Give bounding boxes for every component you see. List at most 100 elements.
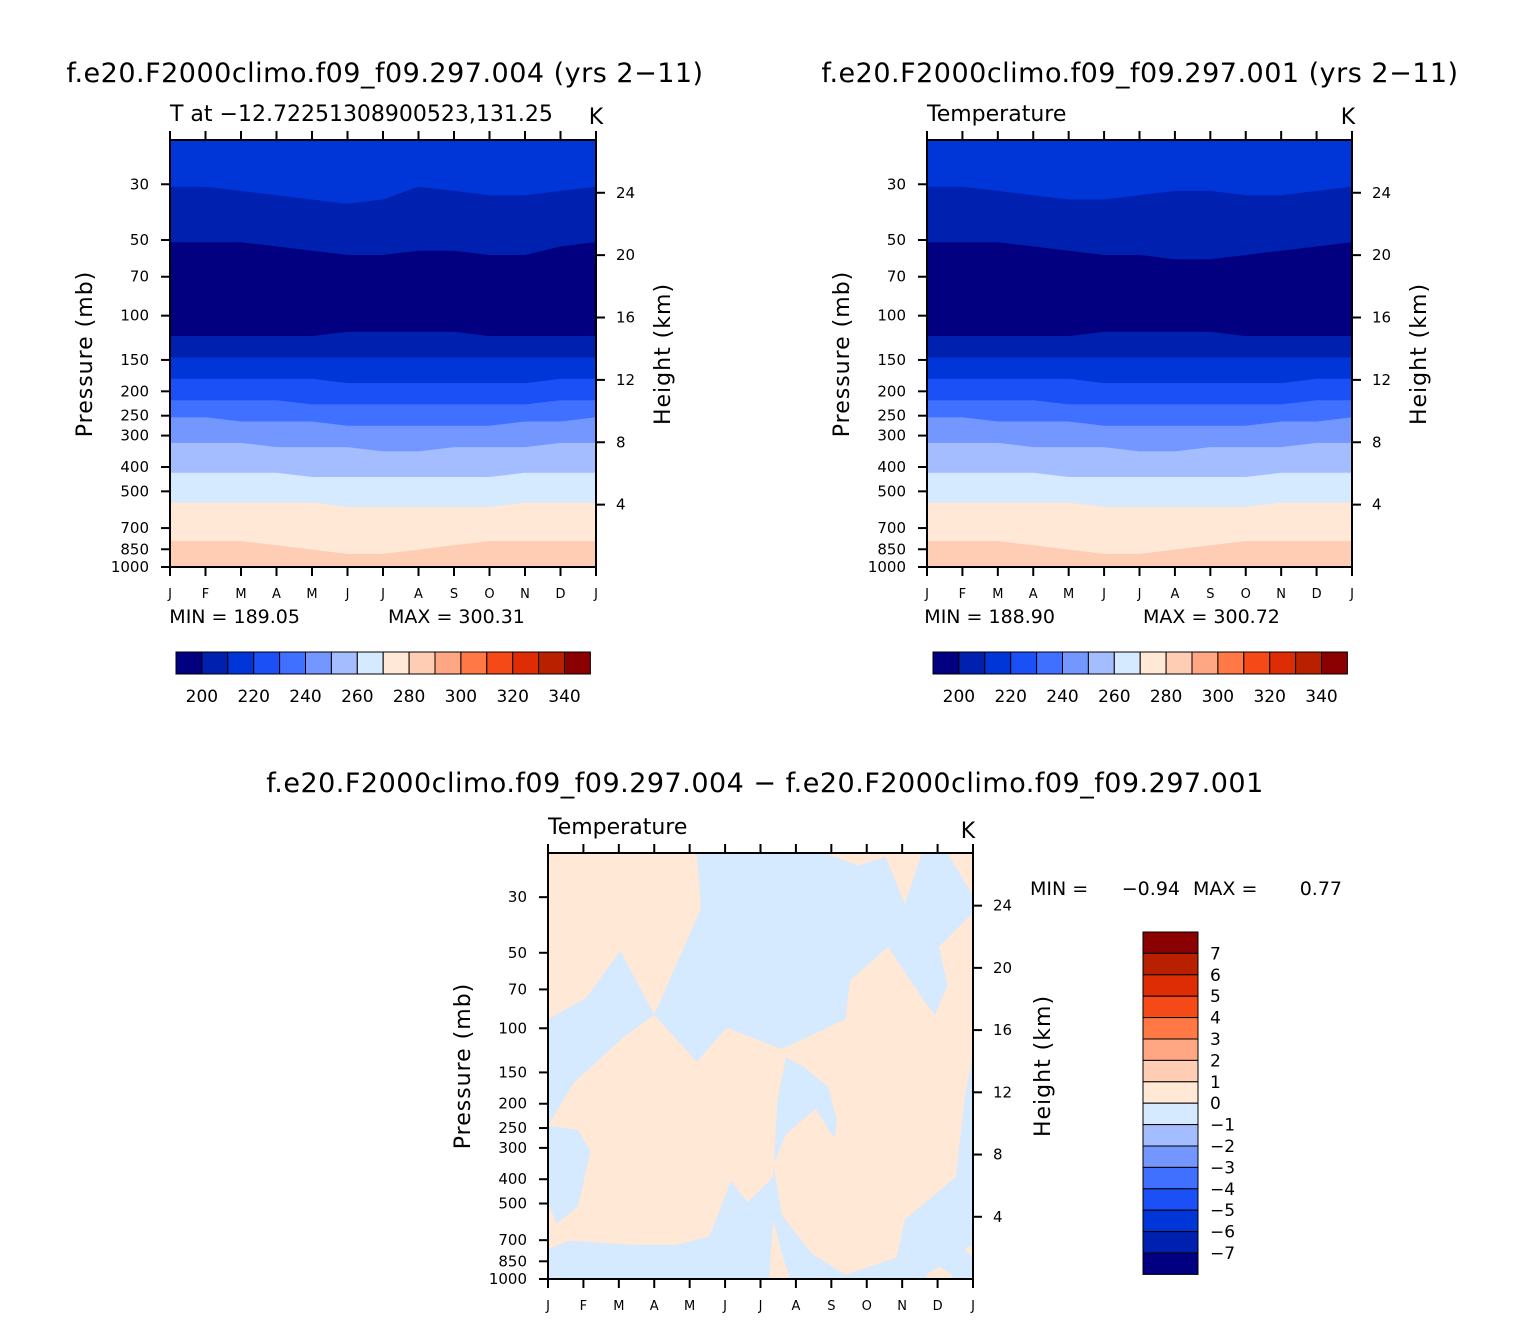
panel-diff-title: f.e20.F2000climo.f09_f09.297.004 − f.e20…: [266, 768, 1264, 799]
panel-diff-ytick-label: 50: [508, 944, 527, 962]
panel-a-ytick-label: 100: [120, 307, 149, 325]
panel-b-ytick-label: 500: [877, 482, 906, 500]
panel-b-colorbar-label: 280: [1150, 687, 1182, 707]
panel-b-colorbar-swatch: [1139, 651, 1167, 675]
panel-a-colorbar-swatch: [279, 651, 307, 675]
panel-a-colorbar-swatch: [382, 651, 410, 675]
panel-b-ytick-label: 50: [887, 231, 906, 249]
panel-a-ytick-label: 30: [130, 175, 149, 193]
panel-b-band: [926, 472, 1353, 508]
panel-diff-max-text: MAX =: [1193, 878, 1257, 900]
panel-a-xtick-label: J: [380, 587, 385, 602]
panel-diff-colorbar-swatch: [1142, 931, 1199, 954]
panel-a-xtick-label: M: [235, 587, 246, 602]
panel-a-xtick-label: J: [593, 587, 598, 602]
panel-a-colorbar-label: 220: [237, 687, 269, 707]
panel-a-ytick-label: 150: [120, 351, 149, 369]
panel-a-units: K: [589, 105, 604, 130]
panel-b-xtick-label: M: [1063, 587, 1074, 602]
panel-b-colorbar-swatch: [1217, 651, 1245, 675]
panel-a-plot-area: J F M A M J J A S O N D J 30 50 70 100 150 200 250 300 400 500…: [111, 131, 635, 602]
panel-b-units: K: [1341, 105, 1356, 130]
panel-diff-colorbar-swatch: [1142, 1231, 1199, 1254]
panel-b-colorbar-label: 260: [1098, 687, 1130, 707]
panel-diff-colorbar-label: 1: [1210, 1073, 1221, 1093]
panel-a-colorbar-label: 200: [186, 687, 218, 707]
panel-diff-ytick-right-label: 24: [993, 897, 1012, 915]
panel-a-xtick-label: J: [345, 587, 350, 602]
panel-diff-ytick-right-label: 20: [993, 959, 1012, 977]
panel-b-colorbar-swatch: [1113, 651, 1141, 675]
panel-diff-ytick-label: 70: [508, 980, 527, 998]
panel-a-colorbar-swatch: [356, 651, 384, 675]
panel-diff-min-value: −0.94: [1122, 878, 1180, 900]
panel-b-ytick-right-label: 16: [1372, 309, 1391, 327]
panel-a-colorbar-swatch: [201, 651, 229, 675]
panel-b-ylabel-right: Height (km): [1407, 283, 1432, 425]
panel-a-ytick-label: 1000: [111, 558, 149, 576]
panel-b-xtick-label: J: [924, 587, 929, 602]
panel-diff-xtick-label: M: [684, 1299, 695, 1314]
panel-b-xtick-label: J: [1349, 587, 1354, 602]
panel-diff-xtick-label: O: [862, 1299, 872, 1314]
panel-diff-colorbar-swatch: [1142, 1017, 1199, 1040]
panel-a-ytick-right-label: 20: [616, 246, 635, 264]
panel-diff-colorbar-label: 2: [1210, 1051, 1221, 1071]
panel-b-colorbar-label: 220: [994, 687, 1026, 707]
panel-diff-xtick-label: J: [722, 1299, 727, 1314]
panel-b-colorbar-swatch: [1295, 651, 1322, 675]
panel-diff-colorbar-swatch: [1142, 1188, 1199, 1211]
panel-a-colorbar-swatch: [305, 651, 332, 675]
panel-a-xtick-label: O: [484, 587, 494, 602]
panel-diff-colorbar-label: −6: [1210, 1223, 1235, 1243]
panel-diff-ytick-label: 500: [498, 1195, 527, 1213]
panel-b-max: MAX = 300.72: [1143, 606, 1280, 628]
panel-b-ytick-label: 300: [877, 427, 906, 445]
panel-b-colorbar-swatch: [1010, 651, 1038, 675]
panel-b-xtick-label: F: [959, 587, 966, 602]
panel-diff-colorbar-label: 6: [1210, 966, 1221, 986]
panel-a-xtick-label: A: [414, 587, 423, 602]
panel-diff-colorbar-swatch: [1142, 995, 1199, 1019]
panel-b-colorbar-swatch: [1062, 651, 1089, 675]
panel-diff-colorbar-label: −2: [1210, 1137, 1235, 1157]
panel-diff-ytick-label: 250: [498, 1119, 527, 1137]
panel-diff-colorbar-label: −7: [1210, 1244, 1235, 1264]
panel-b-ytick-right-label: 12: [1372, 371, 1391, 389]
panel-diff-ytick-label: 30: [508, 888, 527, 906]
panel-diff-subtitle: Temperature: [547, 815, 687, 840]
panel-b-xtick-label: D: [1312, 587, 1322, 602]
panel-b: f.e20.F2000climo.f09_f09.297.001 (yrs 2−…: [821, 58, 1458, 707]
panel-diff-xtick-label: M: [613, 1299, 624, 1314]
panel-a-ytick-right-label: 8: [616, 433, 626, 451]
panel-b-xtick-label: J: [1137, 587, 1142, 602]
panel-diff-ytick-label: 700: [498, 1231, 527, 1249]
panel-a-colorbar-label: 300: [445, 687, 477, 707]
panel-b-colorbar-swatch: [984, 651, 1012, 675]
panel-diff-positive-region: [926, 1266, 952, 1279]
panel-diff-ytick-label: 150: [498, 1063, 527, 1081]
panel-a-colorbar-swatch: [434, 651, 462, 675]
panel-a-colorbar-swatch: [253, 651, 281, 675]
panel-diff-colorbar-swatch: [1142, 1124, 1199, 1147]
panel-diff-colorbar-swatch: [1142, 1209, 1199, 1233]
panel-diff-xtick-label: N: [897, 1299, 907, 1314]
panel-a-ytick-label: 850: [120, 540, 149, 558]
panel-b-colorbar-swatch: [1243, 651, 1271, 675]
panel-a-ytick-right-label: 16: [616, 309, 635, 327]
panel-a-xtick-label: D: [555, 587, 565, 602]
panel-diff-ytick-right-label: 8: [993, 1146, 1003, 1164]
panel-a-colorbar-label: 280: [393, 687, 425, 707]
panel-diff-colorbar-swatch: [1142, 952, 1199, 976]
panel-a-band: [169, 472, 597, 508]
panel-a-ytick-label: 500: [120, 482, 149, 500]
panel-a-colorbar-swatch: [460, 651, 488, 675]
panel-a-xtick-label: M: [306, 587, 317, 602]
panel-a-ytick-label: 700: [120, 519, 149, 537]
panel-b-xtick-label: O: [1241, 587, 1251, 602]
panel-diff-xtick-label: D: [933, 1299, 943, 1314]
panel-b-plot-area: J F M A M J J A S O N D J 30 50 70 100 150 200 250 300 400 500…: [868, 131, 1391, 602]
panel-b-ytick-label: 400: [877, 458, 906, 476]
panel-diff-colorbar-label: 0: [1210, 1094, 1221, 1114]
